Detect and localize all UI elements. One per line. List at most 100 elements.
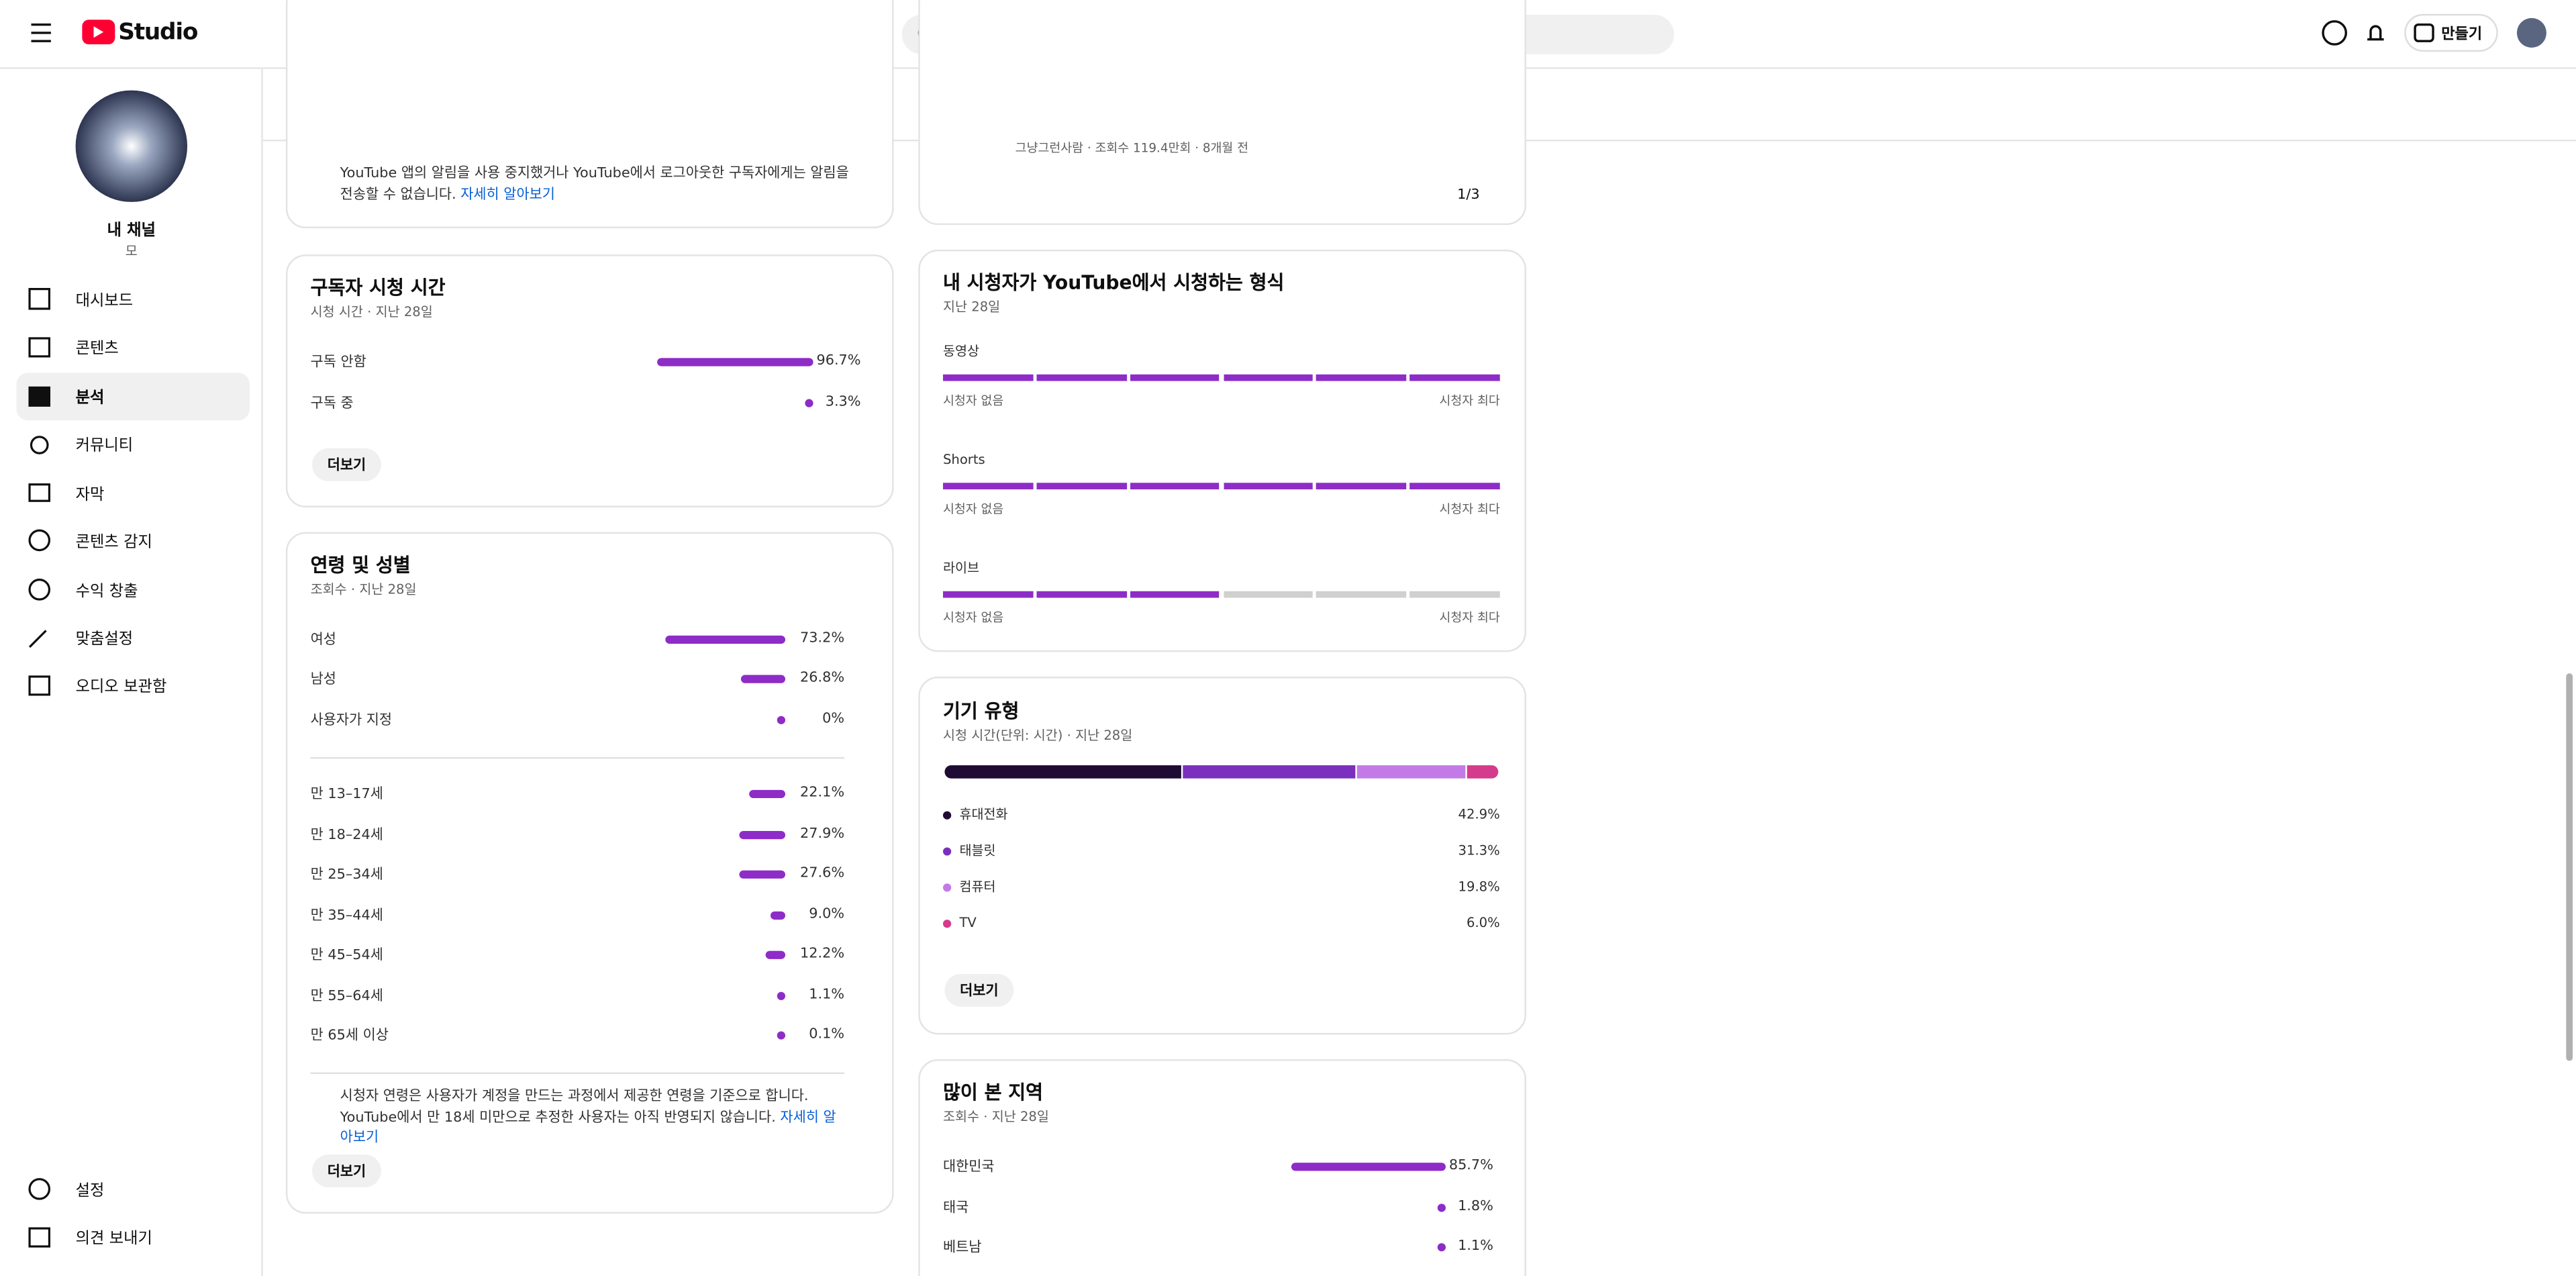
create-button[interactable]: 만들기 xyxy=(2441,27,2483,44)
row-value: 1.1% xyxy=(809,987,845,1003)
min-label: 시청자 없음 xyxy=(942,501,1004,517)
divider xyxy=(310,1072,845,1075)
level-segment xyxy=(1130,483,1220,490)
level-segment xyxy=(1223,591,1314,598)
legend-dot xyxy=(942,846,952,855)
level-segment xyxy=(942,374,1034,381)
level-segment xyxy=(1409,591,1500,598)
card-subtitle: 조회수 · 지난 28일 xyxy=(942,1109,1049,1124)
pagination: 1/3 xyxy=(1457,187,1480,204)
stack-segment xyxy=(1467,765,1499,779)
card-subtitle: 지난 28일 xyxy=(942,299,1001,315)
card xyxy=(918,249,1526,652)
bar xyxy=(805,398,813,407)
row-value: 9.0% xyxy=(809,906,845,923)
nav-item[interactable]: 설정 xyxy=(75,1182,105,1201)
more-button[interactable]: 더보기 xyxy=(312,448,381,481)
nav-item[interactable]: 자막 xyxy=(75,486,105,505)
row-label: 남성 xyxy=(310,671,336,689)
bar xyxy=(748,789,785,797)
more-button[interactable]: 더보기 xyxy=(312,1154,381,1187)
card-title: 많이 본 지역 xyxy=(942,1080,1044,1104)
row-label: Shorts xyxy=(942,452,985,468)
card xyxy=(285,532,894,1214)
level-segment xyxy=(942,483,1034,490)
legend-dot xyxy=(942,918,952,928)
card xyxy=(285,254,894,507)
row-value: 1.1% xyxy=(1458,1238,1493,1255)
row-label: 만 18–24세 xyxy=(310,828,383,844)
row-label: 만 45–54세 xyxy=(310,947,383,965)
bar xyxy=(770,910,786,919)
row-value: 85.7% xyxy=(1448,1157,1493,1175)
learn-more-link[interactable]: 자세히 알아보기 xyxy=(460,186,555,203)
level-segment xyxy=(1036,483,1127,490)
more-button[interactable]: 더보기 xyxy=(944,973,1014,1007)
legend-label: 태블릿 xyxy=(959,843,996,858)
row-label: 만 65세 이상 xyxy=(310,1028,389,1045)
nav-item[interactable]: 콘텐츠 감지 xyxy=(75,534,152,552)
nav-item[interactable]: 커뮤니티 xyxy=(75,436,134,455)
legend-value: 31.3% xyxy=(1458,843,1500,858)
learn-more-link[interactable]: 자세히 알아보기 xyxy=(340,1109,836,1146)
bar xyxy=(777,715,786,724)
row-label: 동영상 xyxy=(942,344,980,359)
nav-item[interactable]: 분석 xyxy=(75,389,105,407)
row-label: 만 55–64세 xyxy=(310,988,383,1005)
row-value: 22.1% xyxy=(799,785,845,801)
level-segment xyxy=(1223,483,1314,490)
row-value: 27.6% xyxy=(799,865,845,882)
legend-label: 휴대전화 xyxy=(959,807,1008,822)
nav-item[interactable]: 콘텐츠 xyxy=(75,340,119,358)
legend-value: 19.8% xyxy=(1458,879,1500,895)
bar xyxy=(741,674,785,683)
row-label: 구독 중 xyxy=(310,395,354,413)
legend-value: 6.0% xyxy=(1466,915,1500,930)
divider xyxy=(310,756,845,759)
legend-dot xyxy=(942,810,952,819)
bar xyxy=(657,357,813,366)
bar xyxy=(739,830,785,838)
row-value: 27.9% xyxy=(799,826,845,843)
nav-item[interactable]: 수익 창출 xyxy=(75,583,138,601)
row-value: 1.8% xyxy=(1458,1199,1493,1216)
legend-dot xyxy=(942,883,952,891)
bar xyxy=(1437,1203,1446,1212)
nav-item[interactable]: 맞춤설정 xyxy=(75,630,134,649)
card-subtitle: 시청 시간 · 지난 28일 xyxy=(310,304,433,320)
level-segment xyxy=(1036,591,1127,598)
stack-segment xyxy=(944,765,1181,779)
channel-handle: 모 xyxy=(125,244,138,259)
row-label: 대한민국 xyxy=(942,1159,995,1176)
level-segment xyxy=(942,591,1034,598)
logo-text: Studio xyxy=(118,19,198,46)
nav-item[interactable]: 오디오 보관함 xyxy=(75,678,167,697)
bar xyxy=(765,950,785,959)
age-note: 시청자 연령은 사용자가 계정을 만드는 과정에서 제공한 연령을 기준으로 합… xyxy=(340,1089,836,1146)
level-segment xyxy=(1316,591,1407,598)
row-label: 여성 xyxy=(310,632,336,649)
max-label: 시청자 최다 xyxy=(1439,609,1500,625)
channel-name: 내 채널 xyxy=(107,222,156,240)
nav-item[interactable]: 의견 보내기 xyxy=(75,1230,152,1248)
card xyxy=(918,0,1526,226)
row-value: 26.8% xyxy=(799,670,845,687)
video-meta: 그냥그런사람 · 조회수 119.4만회 · 8개월 전 xyxy=(1015,140,1249,156)
row-label: 구독 안함 xyxy=(310,354,366,371)
bar xyxy=(777,991,786,999)
row-label: 태국 xyxy=(942,1200,969,1217)
card-title: 구독자 시청 시간 xyxy=(310,276,446,299)
level-segment xyxy=(1130,374,1220,381)
nav-item[interactable]: 대시보드 xyxy=(75,292,134,311)
bar xyxy=(740,869,785,878)
card-subtitle: 조회수 · 지난 28일 xyxy=(310,582,417,597)
legend-label: 컴퓨터 xyxy=(959,879,996,895)
legend-label: TV xyxy=(959,915,977,930)
bar xyxy=(1291,1161,1446,1171)
row-label: 만 13–17세 xyxy=(310,786,383,803)
row-label: 만 25–34세 xyxy=(310,867,383,884)
row-value: 3.3% xyxy=(825,394,861,411)
min-label: 시청자 없음 xyxy=(942,609,1004,625)
level-segment xyxy=(1316,483,1407,490)
